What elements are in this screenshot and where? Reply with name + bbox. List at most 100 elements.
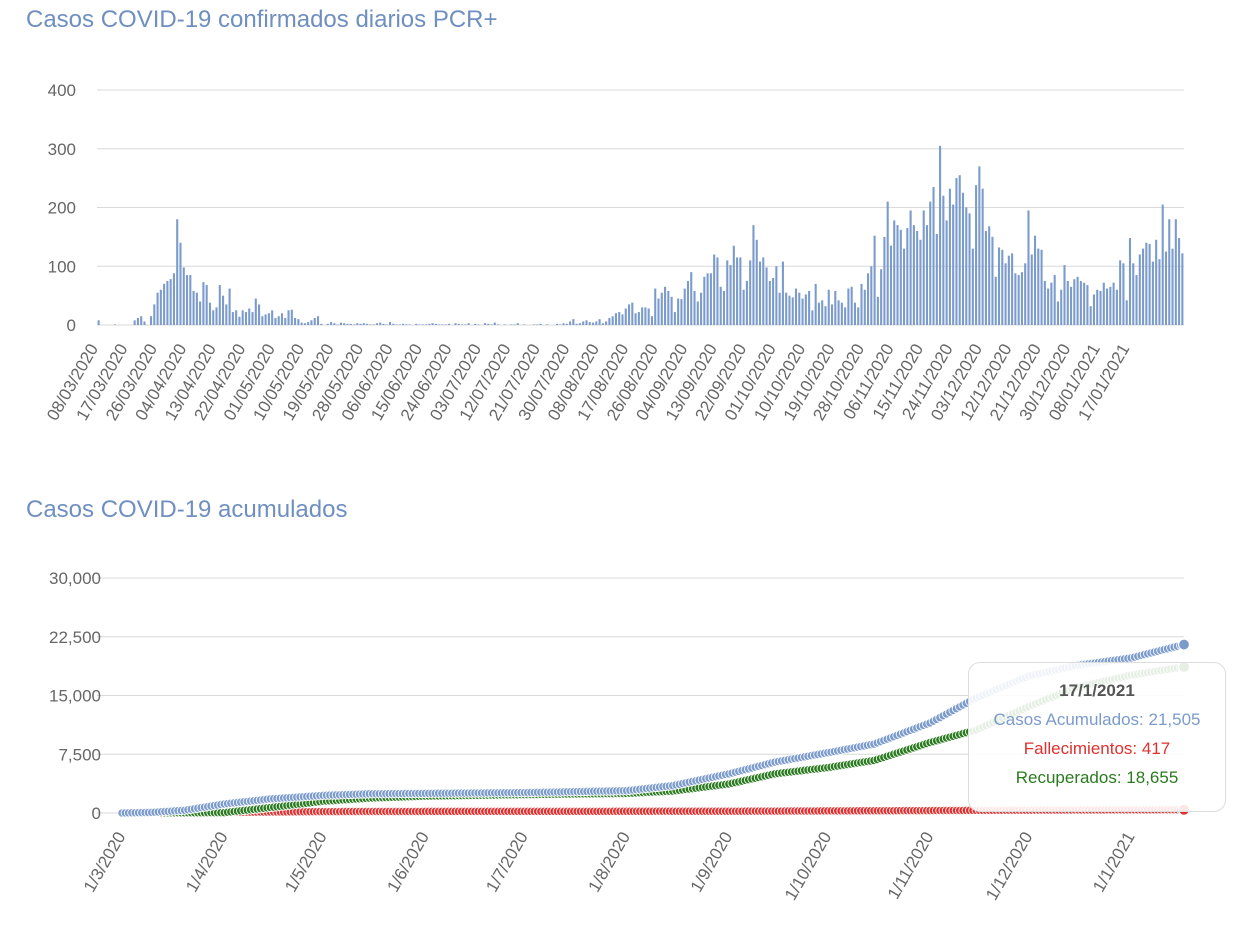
bar [893, 220, 896, 325]
bar [899, 229, 902, 325]
bar [1135, 275, 1138, 325]
bar [929, 201, 932, 325]
bar [732, 245, 735, 325]
bar [254, 298, 257, 325]
bar [585, 320, 588, 325]
bar [873, 235, 876, 325]
bar [483, 323, 487, 325]
bar [503, 324, 506, 325]
bar [830, 304, 834, 325]
bar [163, 283, 166, 325]
bar [664, 286, 667, 325]
bar [447, 323, 451, 325]
bar [952, 204, 955, 325]
bar [863, 289, 866, 325]
bar [785, 292, 788, 325]
bar [627, 304, 631, 325]
bar [912, 225, 915, 325]
bar [991, 236, 994, 325]
bar [1178, 238, 1181, 325]
y-tick-label: 0 [67, 316, 76, 335]
bar [493, 322, 496, 325]
bar [984, 231, 987, 325]
y-tick-label: 300 [48, 140, 76, 159]
bar [264, 314, 267, 325]
bar [1017, 275, 1020, 325]
bar [601, 323, 604, 325]
bar [1043, 280, 1046, 325]
bar [618, 312, 621, 325]
bar [667, 290, 670, 325]
bar [516, 323, 519, 325]
bar [595, 321, 598, 325]
bar [212, 310, 215, 325]
bar [781, 261, 784, 325]
bar [1181, 253, 1184, 325]
bar [896, 225, 899, 325]
bar [811, 310, 814, 325]
bar [919, 239, 922, 325]
bar [575, 323, 578, 325]
bar [280, 313, 284, 325]
bar [808, 290, 811, 325]
bar [1171, 248, 1174, 325]
bar [284, 317, 287, 325]
bar [251, 312, 254, 325]
bar [650, 316, 654, 325]
bar [222, 295, 225, 325]
bar [916, 231, 919, 325]
bar [379, 322, 382, 325]
bar [880, 269, 883, 325]
bar [231, 312, 234, 325]
y-tick-label: 200 [48, 199, 76, 218]
bar [208, 302, 212, 325]
x-tick-label: 1/1/2021 [1089, 829, 1139, 896]
bar [346, 323, 349, 325]
bar [261, 316, 264, 325]
bar [1158, 259, 1161, 325]
bar [867, 273, 870, 325]
bar [1020, 272, 1023, 325]
bar [654, 288, 657, 325]
bar [997, 247, 1001, 325]
bar [889, 245, 893, 325]
chart-tooltip: 17/1/2021 Casos Acumulados: 21,505 Falle… [968, 662, 1226, 812]
bar [690, 272, 693, 325]
bar [149, 316, 153, 325]
bar [578, 323, 581, 325]
bar [464, 324, 467, 325]
bar [366, 323, 369, 325]
bar [716, 257, 719, 325]
bar [421, 324, 424, 325]
bar [431, 323, 434, 325]
bar [1053, 275, 1056, 325]
bar [1128, 238, 1132, 325]
bar [994, 276, 997, 325]
bar [310, 320, 313, 325]
bar [1027, 210, 1030, 325]
bar [608, 317, 611, 325]
bar [657, 298, 660, 325]
bar [1125, 300, 1128, 325]
y-tick-label: 15,000 [49, 687, 101, 706]
bar [454, 323, 457, 325]
bar [768, 280, 771, 325]
bar [752, 225, 755, 325]
tooltip-casos-acumulados: Casos Acumulados: 21,505 [993, 710, 1201, 729]
tooltip-date: 17/1/2021 [1059, 681, 1135, 700]
bar [683, 288, 686, 325]
bar [424, 324, 428, 325]
bar [300, 322, 303, 325]
bar [1050, 282, 1053, 325]
bar [981, 188, 984, 325]
bar [195, 292, 198, 325]
bar [189, 275, 192, 325]
bar [706, 273, 709, 325]
bar [1151, 261, 1154, 325]
bar [369, 324, 372, 325]
bar [244, 312, 248, 325]
bar [402, 323, 405, 325]
bar [277, 316, 280, 325]
bar [356, 323, 359, 325]
